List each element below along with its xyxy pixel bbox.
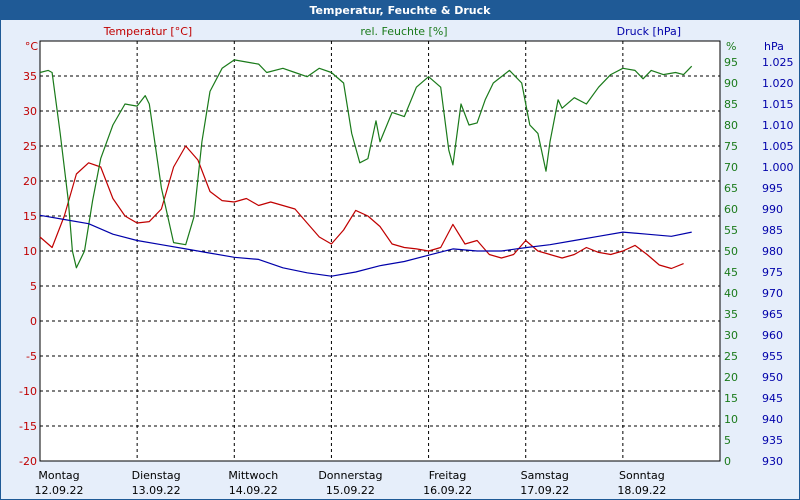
x-tick-weekday-1: Dienstag <box>132 469 181 482</box>
temperature-tick-11: 35 <box>23 70 37 83</box>
humidity-tick-0: 0 <box>724 455 731 468</box>
temperature-tick-10: 30 <box>23 105 37 118</box>
temperature-tick-5: 5 <box>30 280 37 293</box>
x-tick-weekday-3: Donnerstag <box>318 469 382 482</box>
humidity-tick-13: 65 <box>724 182 738 195</box>
pressure-unit-label: hPa <box>764 40 784 53</box>
x-tick-weekday-0: Montag <box>38 469 79 482</box>
humidity-tick-17: 85 <box>724 98 738 111</box>
humidity-tick-1: 5 <box>724 434 731 447</box>
pressure-tick-18: 1.020 <box>762 77 794 90</box>
pressure-tick-7: 965 <box>762 308 783 321</box>
pressure-tick-5: 955 <box>762 350 783 363</box>
temperature-tick-2: -10 <box>19 385 37 398</box>
pressure-tick-11: 985 <box>762 224 783 237</box>
x-tick-date-3: 15.09.22 <box>326 484 375 497</box>
humidity-tick-10: 50 <box>724 245 738 258</box>
humidity-tick-3: 15 <box>724 392 738 405</box>
temperature-tick-7: 15 <box>23 210 37 223</box>
humidity-tick-16: 80 <box>724 119 738 132</box>
temperature-tick-9: 25 <box>23 140 37 153</box>
pressure-tick-0: 930 <box>762 455 783 468</box>
x-tick-weekday-2: Mittwoch <box>228 469 278 482</box>
humidity-line <box>39 59 693 269</box>
pressure-line <box>39 214 692 277</box>
x-tick-labels: Montag 12.09.22 Dienstag 13.09.22 Mittwoch 14… <box>35 469 667 497</box>
humidity-tick-6: 30 <box>724 329 738 342</box>
x-tick-weekday-5: Samstag <box>521 469 569 482</box>
pressure-tick-labels: 930 935 940 945 950 955 960 965 970 975 980 985 990 9… <box>762 56 794 468</box>
temperature-tick-6: 10 <box>23 245 37 258</box>
humidity-tick-18: 90 <box>724 77 738 90</box>
temperature-tick-labels: -20 -15 -10 -5 0 5 10 15 20 25 30 35 <box>19 70 37 468</box>
x-tick-date-2: 14.09.22 <box>229 484 278 497</box>
humidity-tick-12: 60 <box>724 203 738 216</box>
pressure-tick-8: 970 <box>762 287 783 300</box>
pressure-tick-6: 960 <box>762 329 783 342</box>
humidity-tick-2: 10 <box>724 413 738 426</box>
pressure-tick-14: 1.000 <box>762 161 794 174</box>
pressure-tick-15: 1.005 <box>762 140 794 153</box>
temperature-axis-title: Temperatur [°C] <box>103 25 192 38</box>
temperature-line <box>39 145 684 270</box>
temperature-unit-label: °C <box>25 40 39 53</box>
x-tick-date-4: 16.09.22 <box>423 484 472 497</box>
pressure-tick-16: 1.010 <box>762 119 794 132</box>
pressure-tick-2: 940 <box>762 413 783 426</box>
humidity-tick-11: 55 <box>724 224 738 237</box>
humidity-tick-9: 45 <box>724 266 738 279</box>
humidity-unit-label: % <box>726 40 736 53</box>
temperature-tick-0: -20 <box>19 455 37 468</box>
x-tick-weekday-4: Freitag <box>429 469 467 482</box>
pressure-tick-10: 980 <box>762 245 783 258</box>
humidity-tick-7: 35 <box>724 308 738 321</box>
humidity-tick-4: 20 <box>724 371 738 384</box>
pressure-tick-1: 935 <box>762 434 783 447</box>
humidity-tick-5: 25 <box>724 350 738 363</box>
chart-title: Temperatur, Feuchte & Druck <box>1 1 799 20</box>
temperature-tick-3: -5 <box>26 350 37 363</box>
humidity-axis-title: rel. Feuchte [%] <box>360 25 447 38</box>
series-layer <box>39 59 693 277</box>
humidity-tick-labels: 0 5 10 15 20 25 30 35 40 45 50 55 60 65 70 75 80 85 90 95 <box>724 56 738 468</box>
pressure-tick-12: 990 <box>762 203 783 216</box>
pressure-tick-17: 1.015 <box>762 98 794 111</box>
pressure-tick-19: 1.025 <box>762 56 794 69</box>
pressure-tick-13: 995 <box>762 182 783 195</box>
humidity-tick-19: 95 <box>724 56 738 69</box>
temperature-tick-1: -15 <box>19 420 37 433</box>
humidity-tick-14: 70 <box>724 161 738 174</box>
x-tick-weekday-6: Sonntag <box>619 469 665 482</box>
x-tick-date-6: 18.09.22 <box>617 484 666 497</box>
x-tick-date-0: 12.09.22 <box>35 484 84 497</box>
x-tick-date-5: 17.09.22 <box>520 484 569 497</box>
grid-lines <box>40 41 720 461</box>
pressure-axis-title: Druck [hPa] <box>617 25 681 38</box>
x-tick-date-1: 13.09.22 <box>132 484 181 497</box>
pressure-tick-9: 975 <box>762 266 783 279</box>
pressure-tick-4: 950 <box>762 371 783 384</box>
temperature-tick-8: 20 <box>23 175 37 188</box>
humidity-tick-15: 75 <box>724 140 738 153</box>
temperature-tick-4: 0 <box>30 315 37 328</box>
pressure-tick-3: 945 <box>762 392 783 405</box>
humidity-tick-8: 40 <box>724 287 738 300</box>
